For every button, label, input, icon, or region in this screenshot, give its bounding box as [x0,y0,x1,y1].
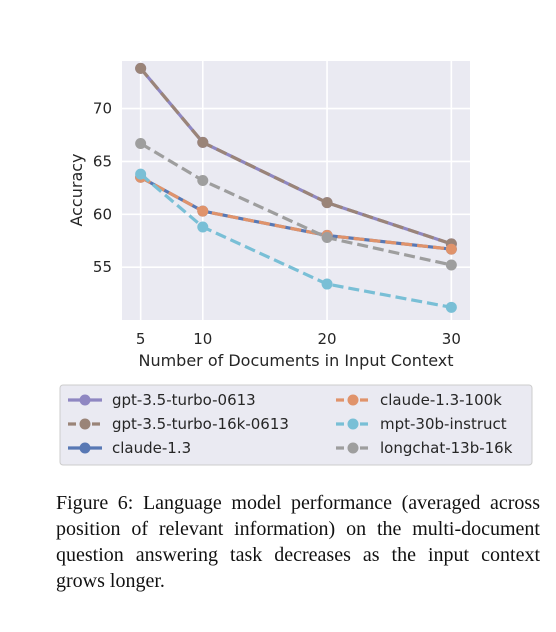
series-line [139,67,452,246]
data-point [197,221,209,233]
legend-swatch-marker [347,418,359,430]
x-tick-label: 20 [318,330,337,348]
series-line [139,172,452,309]
data-point [135,168,147,180]
legend-swatch-marker [79,394,91,406]
legend-item: claude-1.3-100k [336,391,502,409]
y-tick-label: 65 [93,152,112,170]
legend-item: gpt-3.5-turbo-16k-0613 [68,415,289,433]
x-axis-label: Number of Documents in Input Context [138,351,453,370]
legend-swatch-marker [79,442,91,454]
legend-frame [59,384,533,466]
legend-label: claude-1.3-100k [380,391,502,409]
series-longchat-13b-16k [135,137,457,271]
data-point [135,62,147,74]
series-layer [135,62,457,313]
y-tick-label: 60 [93,205,112,223]
chart: 55 60 65 70 5 10 20 30 Number of Documents in … [59,61,533,466]
legend-label: gpt-3.5-turbo-0613 [112,391,256,409]
figure-caption: Figure 6: Language model performance (av… [56,492,540,592]
data-point [321,197,333,209]
plot-area [122,61,470,320]
data-point [321,278,333,290]
data-point [135,137,147,149]
legend-swatch-marker [347,442,359,454]
legend-label: gpt-3.5-turbo-16k-0613 [112,415,289,433]
series-mpt-30b-instruct [135,168,457,313]
legend: gpt-3.5-turbo-0613 gpt-3.5-turbo-16k-0613… [59,384,533,466]
legend-label: mpt-30b-instruct [380,415,507,433]
series-line [139,175,452,251]
series-line [139,142,452,267]
y-axis-label: Accuracy [67,153,86,226]
legend-item: claude-1.3 [68,439,191,457]
x-tick-labels: 5 10 20 30 [136,330,461,348]
legend-swatch-marker [347,394,359,406]
legend-swatch-marker [79,418,91,430]
y-tick-label: 55 [93,258,112,276]
data-point [197,205,209,217]
data-point [321,232,333,244]
legend-item: mpt-30b-instruct [336,415,507,433]
y-tick-labels: 55 60 65 70 [93,100,112,277]
legend-label: claude-1.3 [112,439,191,457]
y-tick-label: 70 [93,100,112,118]
legend-item: longchat-13b-16k [336,439,513,457]
data-point [445,301,457,313]
data-point [445,243,457,255]
data-point [445,259,457,271]
legend-item: gpt-3.5-turbo-0613 [68,391,256,409]
data-point [197,174,209,186]
x-tick-label: 30 [442,330,461,348]
x-tick-label: 5 [136,330,146,348]
grid [122,61,470,320]
data-point [197,136,209,148]
legend-label: longchat-13b-16k [380,439,513,457]
x-tick-label: 10 [193,330,212,348]
